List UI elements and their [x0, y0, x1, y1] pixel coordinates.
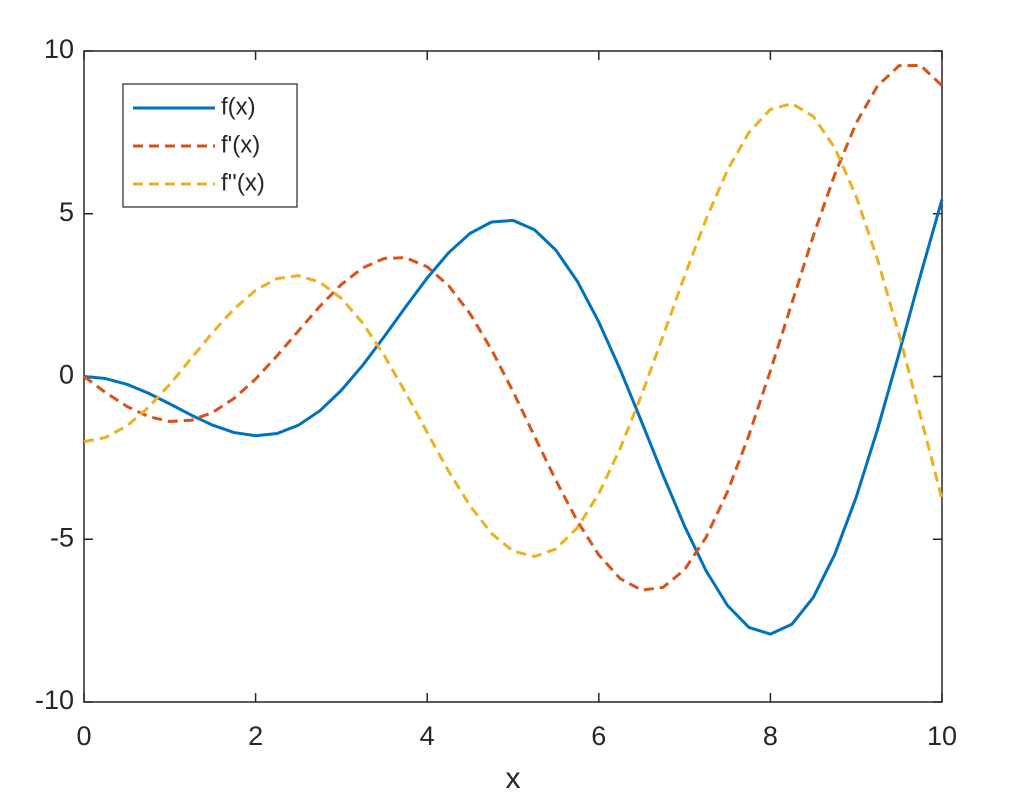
x-tick-label: 8 [763, 721, 778, 751]
legend-label: f(x) [221, 93, 256, 120]
y-tick-label: 0 [59, 360, 74, 390]
x-axis-label: x [506, 762, 521, 795]
line-series [83, 199, 944, 636]
legend-label: f'(x) [221, 131, 260, 158]
x-tick-label: 6 [591, 721, 606, 751]
x-tick-label: 0 [76, 721, 91, 751]
line-series [83, 63, 944, 592]
x-tick-label: 4 [420, 721, 435, 751]
y-tick-label: -5 [50, 522, 74, 552]
line-series [83, 102, 944, 559]
y-tick-label: 5 [59, 197, 74, 227]
y-tick-label: -10 [35, 685, 74, 715]
x-tick-label: 10 [927, 721, 957, 751]
legend-label: f''(x) [221, 169, 265, 196]
x-tick-label: 2 [248, 721, 263, 751]
y-tick-label: 10 [44, 34, 74, 64]
